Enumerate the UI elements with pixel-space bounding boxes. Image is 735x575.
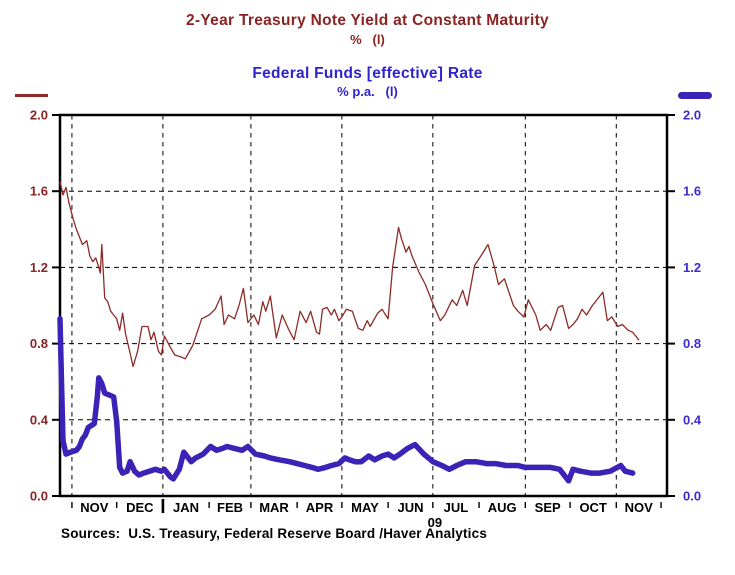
month-label: SEP (535, 500, 561, 515)
fedfunds-rate-line (57, 316, 636, 484)
month-label: MAY (351, 500, 379, 515)
plot-border (58, 113, 669, 498)
month-label: AUG (488, 500, 517, 515)
fedfunds-subtitle: % p.a. (l) (337, 84, 398, 99)
sources-note: Sources: U.S. Treasury, Federal Reserve … (61, 526, 488, 541)
treasury-subtitle: % (l) (350, 32, 385, 47)
fedfunds-legend-swatch (678, 92, 712, 99)
month-label: JAN (173, 500, 199, 515)
month-label: JUL (444, 500, 469, 515)
month-label: JUN (397, 500, 423, 515)
month-label: APR (306, 500, 334, 515)
right-axis-label: 0.0 (683, 489, 701, 504)
right-axis-label: 2.0 (683, 108, 701, 123)
treasury-title: 2-Year Treasury Note Yield at Constant M… (186, 12, 549, 29)
left-axis-label: 0.4 (30, 412, 49, 427)
month-label: OCT (579, 500, 607, 515)
left-axis-label: 1.2 (30, 260, 48, 275)
right-axis-label: 0.8 (683, 336, 701, 351)
month-label: NOV (80, 500, 109, 515)
left-axis-label: 0.0 (30, 489, 48, 504)
month-label: NOV (625, 500, 654, 515)
fedfunds-title: Federal Funds [effective] Rate (252, 65, 483, 82)
treasury-yield-line (59, 181, 640, 368)
right-axis-label: 1.6 (683, 184, 701, 199)
left-axis-label: 0.8 (30, 336, 48, 351)
left-axis-label: 2.0 (30, 108, 48, 123)
month-label: MAR (259, 500, 289, 515)
left-axis-label: 1.6 (30, 184, 48, 199)
month-label: FEB (217, 500, 243, 515)
treasury-legend-swatch (15, 94, 48, 97)
right-axis-label: 0.4 (683, 412, 702, 427)
year-label: 09 (428, 515, 442, 530)
month-label: DEC (126, 500, 154, 515)
right-axis-label: 1.2 (683, 260, 701, 275)
